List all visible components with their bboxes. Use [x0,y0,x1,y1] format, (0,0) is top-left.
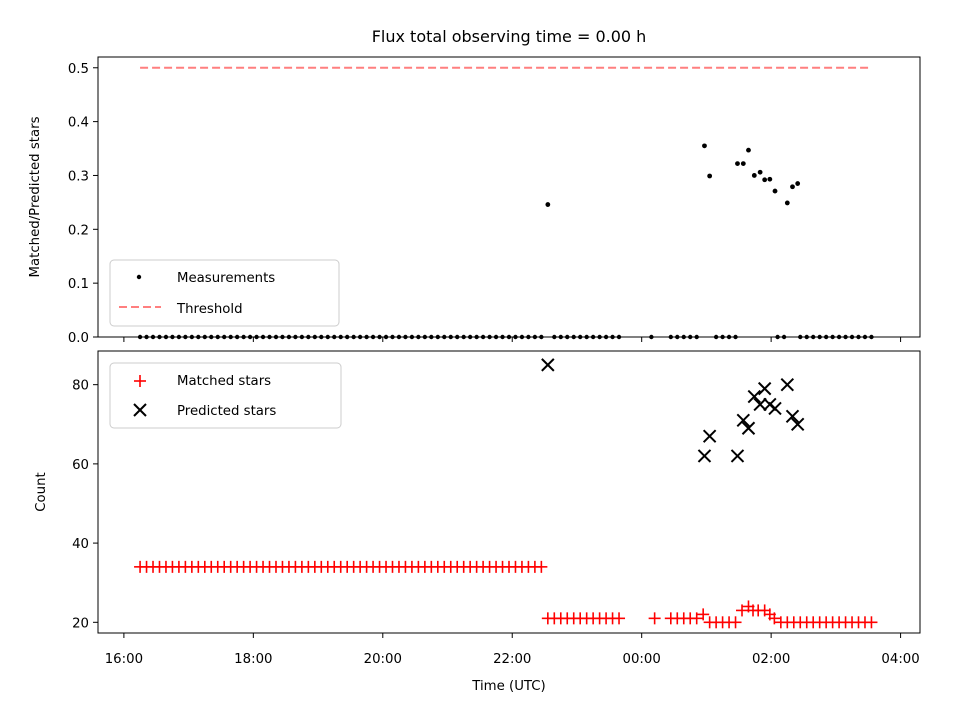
measurement-point [772,188,778,194]
predicted-star-point [730,449,745,463]
bottom-y-tick-label: 80 [72,379,89,394]
x-tick-label: 00:00 [623,652,661,667]
predicted-star-point [736,413,751,428]
top-y-tick-label: 0.4 [68,116,89,131]
bottom-y-tick-label: 40 [72,537,89,552]
measurement-point [762,177,768,183]
top-x-ticks [123,337,902,342]
top-legend-box [109,259,340,327]
top-y-tick-label: 0.0 [68,331,89,346]
matched-star-point [613,612,626,625]
matched-star-point [781,616,794,629]
measurement-point [767,176,773,182]
top-y-axis-label: Matched/Predicted stars [28,116,43,277]
top-y-tick-label: 0.1 [68,277,89,292]
bottom-legend-box [109,362,342,429]
x-axis-label: Time (UTC) [471,679,546,694]
matched-star-point [697,608,710,621]
predicted-star-point [757,381,772,396]
matched-star-point [690,612,703,625]
measurement-point [740,161,746,167]
legend-measurements-marker [136,274,142,280]
predicted-star-point [702,429,717,443]
measurement-points [137,143,874,340]
measurement-point [784,200,790,206]
measurement-point [735,161,740,167]
bottom-y-axis-label: Count [34,472,49,512]
top-panel: Matched/Predicted stars 0.00.10.20.30.40… [28,56,921,346]
legend-predicted-marker [133,403,147,417]
top-y-ticks: 0.0 0.1 0.2 0.3 0.4 0.5 [68,62,98,346]
predicted-star-point [785,409,800,424]
predicted-star-point [747,389,762,404]
top-y-tick-label: 0.5 [68,62,89,77]
predicted-star-point [753,397,767,412]
legend-matched-label: Matched stars [177,374,271,389]
x-tick-label: 20:00 [364,652,402,667]
matched-star-point [865,616,878,629]
measurement-point [545,202,551,207]
bottom-y-tick-label: 60 [72,458,89,473]
bottom-x-ticks: 16:00 18:00 20:00 22:00 00:00 02:00 04:00 [105,633,920,667]
matched-star-point [535,560,548,573]
predicted-star-point [541,358,555,372]
top-plot-frame [97,56,921,338]
x-tick-label: 18:00 [234,652,272,667]
legend-measurements-label: Measurements [177,271,275,286]
measurement-point [751,173,757,178]
bottom-y-tick-label: 20 [72,616,89,631]
measurement-point [746,147,751,153]
predicted-star-point [741,421,756,435]
predicted-star-point [780,377,795,392]
measurement-point [757,169,763,175]
top-legend: Measurements Threshold [109,259,340,327]
matched-star-point [648,612,661,625]
matched-star-point [729,616,742,629]
matched-star-point [768,612,781,625]
chart-title: Flux total observing time = 0.00 h [372,27,647,46]
x-tick-label: 02:00 [752,652,790,667]
measurement-point [795,181,801,186]
predicted-star-point [697,449,712,463]
x-tick-label: 16:00 [105,652,143,667]
measurement-point [707,173,713,179]
legend-matched-marker [134,375,146,387]
bottom-legend: Matched stars Predicted stars [109,362,342,429]
predicted-star-point [790,417,805,431]
legend-threshold-label: Threshold [176,302,243,317]
measurement-point [790,184,795,190]
x-tick-label: 22:00 [493,652,531,667]
bottom-y-ticks: 20 40 60 80 [72,379,98,631]
measurement-point [702,143,707,149]
top-y-tick-label: 0.3 [68,169,89,184]
legend-predicted-label: Predicted stars [177,404,276,419]
bottom-panel: Count Time (UTC) 20 40 60 80 16:00 18:00 20:0… [34,350,921,694]
bottom-plot-frame [97,350,921,634]
predicted-star-point [768,401,782,416]
x-tick-label: 04:00 [881,652,919,667]
matched-star-point [736,604,749,617]
count-points [134,358,878,629]
top-y-tick-label: 0.2 [68,223,89,238]
